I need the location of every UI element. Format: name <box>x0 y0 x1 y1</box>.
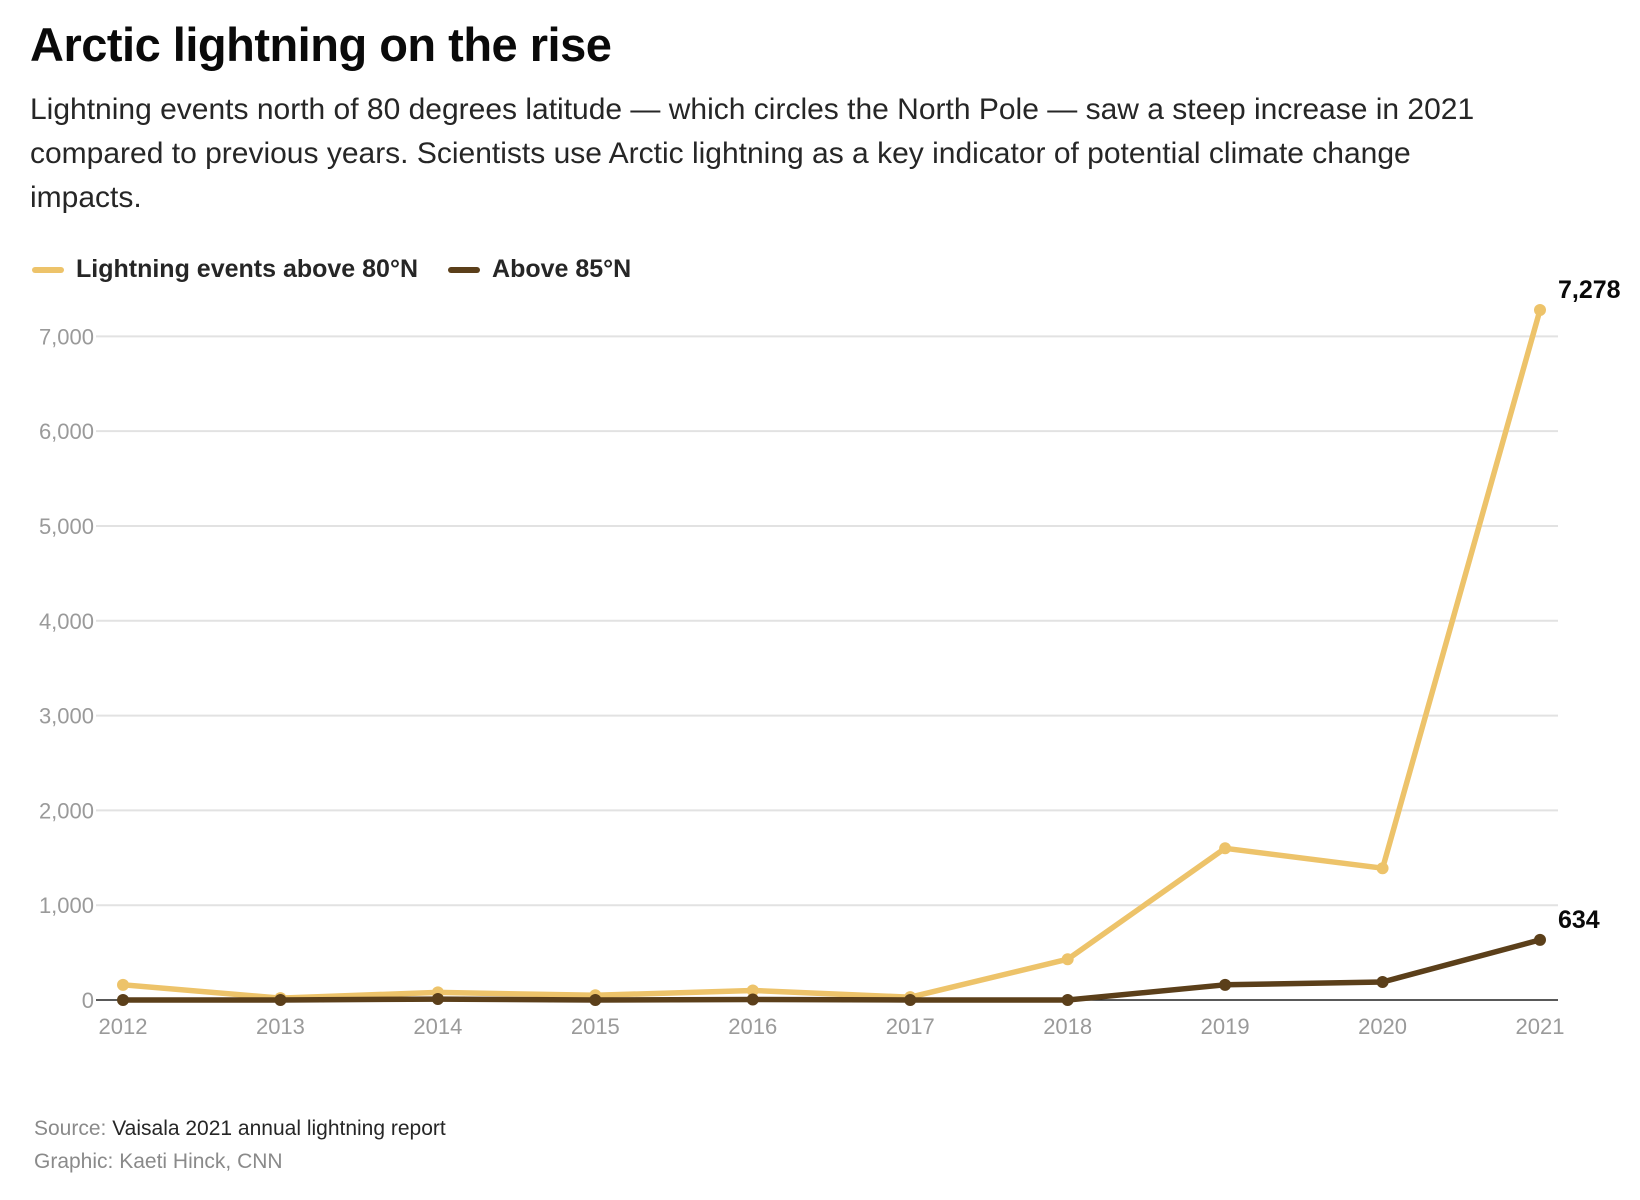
x-tick-label: 2013 <box>256 1014 305 1039</box>
data-point-above-80n <box>1219 842 1232 855</box>
data-point-above-85n <box>1534 933 1546 946</box>
source-value: Vaisala 2021 annual lightning report <box>112 1117 446 1140</box>
data-point-above-85n <box>904 994 917 1006</box>
data-point-above-85n <box>1219 978 1232 991</box>
data-point-above-85n <box>589 994 602 1006</box>
legend-swatch-80n <box>32 266 64 273</box>
legend-label-80n: Lightning events above 80°N <box>76 255 419 283</box>
credit-note: Graphic: Kaeti Hinck, CNN <box>34 1150 283 1173</box>
x-tick-label: 2021 <box>1516 1014 1565 1039</box>
x-tick-label: 2012 <box>99 1014 148 1039</box>
legend-label-85n: Above 85°N <box>492 255 632 283</box>
x-tick-label: 2016 <box>728 1014 777 1039</box>
y-tick-label: 4,000 <box>39 609 94 634</box>
series-line-above-80n <box>120 307 1543 1001</box>
data-point-above-85n <box>274 994 287 1006</box>
y-tick-label: 5,000 <box>39 514 94 539</box>
end-value-label-above-85n: 634 <box>1558 906 1600 934</box>
y-tick-label: 3,000 <box>39 704 94 729</box>
y-tick-label: 7,000 <box>39 324 94 349</box>
legend-item-85n: Above 85°N <box>448 255 631 284</box>
end-value-label-above-80n: 7,278 <box>1558 276 1621 304</box>
data-point-above-80n <box>117 978 129 991</box>
x-tick-label: 2020 <box>1358 1014 1407 1039</box>
data-point-above-85n <box>117 994 129 1006</box>
data-point-above-85n <box>1376 975 1389 988</box>
data-point-above-85n <box>431 993 444 1006</box>
series-line-above-85n <box>120 937 1543 1003</box>
source-label: Source: <box>34 1117 107 1140</box>
y-tick-label: 2,000 <box>39 798 94 823</box>
x-tick-label: 2014 <box>413 1014 462 1039</box>
x-tick-label: 2019 <box>1201 1014 1250 1039</box>
chart-subtitle: Lightning events north of 80 degrees lat… <box>30 93 1475 214</box>
x-tick-label: 2015 <box>571 1014 620 1039</box>
x-tick-label: 2017 <box>886 1014 935 1039</box>
legend-item-80n: Lightning events above 80°N <box>32 255 418 284</box>
data-point-above-80n <box>746 984 759 997</box>
data-point-above-80n <box>1534 304 1546 316</box>
y-tick-label: 1,000 <box>39 893 94 918</box>
data-point-above-85n <box>1061 994 1074 1006</box>
legend-swatch-85n <box>448 266 481 273</box>
data-point-above-85n <box>746 993 759 1006</box>
y-tick-label: 0 <box>82 988 94 1013</box>
y-tick-label: 6,000 <box>39 419 94 444</box>
chart-legend: Lightning events above 80°N Above 85°N <box>32 255 661 284</box>
data-point-above-80n <box>1061 953 1074 966</box>
chart-title: Arctic lightning on the rise <box>30 18 612 71</box>
x-tick-label: 2018 <box>1043 1014 1092 1039</box>
source-note: Source: Vaisala 2021 annual lightning re… <box>34 1117 446 1141</box>
data-point-above-80n <box>1376 862 1389 875</box>
